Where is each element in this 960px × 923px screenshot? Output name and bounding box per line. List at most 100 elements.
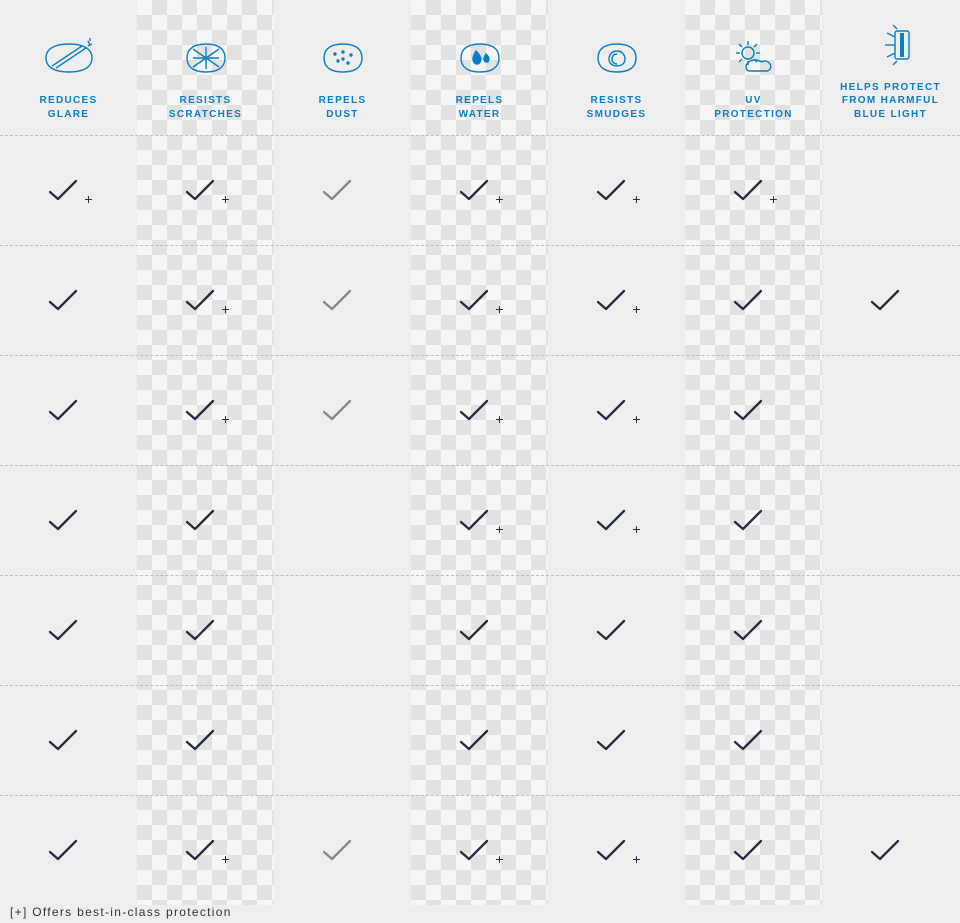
table-cell (274, 686, 411, 795)
table-cell (137, 576, 274, 685)
header-label: UV (745, 95, 762, 106)
table-cell (137, 686, 274, 795)
check-icon: + (47, 177, 91, 205)
check-icon (47, 287, 91, 315)
check-icon (184, 727, 228, 755)
table-cell: + (411, 796, 548, 905)
uv-icon (728, 32, 780, 84)
table-row: ++ (0, 465, 960, 575)
check-icon: + (595, 507, 639, 535)
table-row (0, 685, 960, 795)
check-icon: + (458, 287, 502, 315)
scratches-icon (181, 32, 231, 84)
table-cell (274, 466, 411, 575)
table-cell (685, 576, 822, 685)
table-cell: + (137, 356, 274, 465)
table-cell (0, 356, 137, 465)
plus-badge: + (632, 301, 640, 317)
table-cell (548, 686, 685, 795)
table-cell (274, 356, 411, 465)
table-cell (274, 246, 411, 355)
header-label: SMUDGES (587, 109, 647, 120)
table-cell (274, 576, 411, 685)
check-icon (869, 287, 913, 315)
check-icon: + (458, 177, 502, 205)
check-icon (184, 617, 228, 645)
check-icon (595, 727, 639, 755)
check-icon: + (184, 837, 228, 865)
plus-badge: + (495, 411, 503, 427)
header-label: REPELS (319, 95, 367, 106)
table-cell (822, 246, 959, 355)
check-icon (732, 727, 776, 755)
check-icon (732, 287, 776, 315)
table-cell: + (548, 136, 685, 245)
check-icon: + (458, 507, 502, 535)
table-cell: + (411, 136, 548, 245)
table-cell (822, 136, 959, 245)
table-cell (685, 686, 822, 795)
header-label: BLUE LIGHT (854, 109, 927, 120)
check-icon (595, 617, 639, 645)
table-cell (548, 576, 685, 685)
plus-badge: + (495, 521, 503, 537)
header-label: DUST (326, 109, 358, 120)
header-glare: REDUCESGLARE (0, 0, 137, 135)
plus-badge: + (221, 191, 229, 207)
check-icon (321, 177, 365, 205)
check-icon (732, 617, 776, 645)
table-cell (822, 466, 959, 575)
check-icon (47, 727, 91, 755)
header-label: HELPS PROTECT (840, 82, 941, 93)
table-cell (274, 136, 411, 245)
table-row: + + + (0, 245, 960, 355)
plus-badge: + (632, 851, 640, 867)
table-cell (685, 356, 822, 465)
plus-badge: + (84, 191, 92, 207)
header-dust: REPELS DUST (274, 0, 411, 135)
check-icon (47, 397, 91, 425)
check-icon: + (595, 397, 639, 425)
table-cell: + (685, 136, 822, 245)
header-label: PROTECTION (714, 109, 793, 120)
check-icon: + (184, 177, 228, 205)
plus-badge: + (495, 301, 503, 317)
plus-badge: + (632, 411, 640, 427)
header-uv: UV PROTECTION (685, 0, 822, 135)
check-icon (458, 727, 502, 755)
check-icon: + (595, 287, 639, 315)
table-cell (0, 466, 137, 575)
plus-badge: + (221, 411, 229, 427)
header-row: REDUCESGLARE RESISTSSCRATCHES REPELSDUST (0, 0, 960, 135)
check-icon (184, 507, 228, 535)
table-cell: + (411, 356, 548, 465)
table-cell: + (137, 246, 274, 355)
table-cell (822, 356, 959, 465)
header-label: WATER (459, 109, 501, 120)
check-icon (321, 397, 365, 425)
table-row: + + + (0, 795, 960, 905)
header-label: REPELS (456, 95, 504, 106)
header-label: FROM HARMFUL (842, 95, 939, 106)
table-cell: + (137, 796, 274, 905)
check-icon: + (595, 837, 639, 865)
check-icon: + (184, 397, 228, 425)
table-cell: + (0, 136, 137, 245)
header-water: REPELS WATER (411, 0, 548, 135)
check-icon: + (184, 287, 228, 315)
check-icon (321, 837, 365, 865)
check-icon: + (595, 177, 639, 205)
check-icon: + (458, 837, 502, 865)
table-cell: + (137, 136, 274, 245)
check-icon (321, 287, 365, 315)
plus-badge: + (769, 191, 777, 207)
table-cell (0, 246, 137, 355)
table-cell: + (411, 246, 548, 355)
header-label: RESISTS (591, 95, 643, 106)
table-cell (685, 246, 822, 355)
plus-badge: + (495, 191, 503, 207)
table-cell (0, 796, 137, 905)
table-cell (0, 576, 137, 685)
table-cell: + (548, 466, 685, 575)
plus-badge: + (495, 851, 503, 867)
